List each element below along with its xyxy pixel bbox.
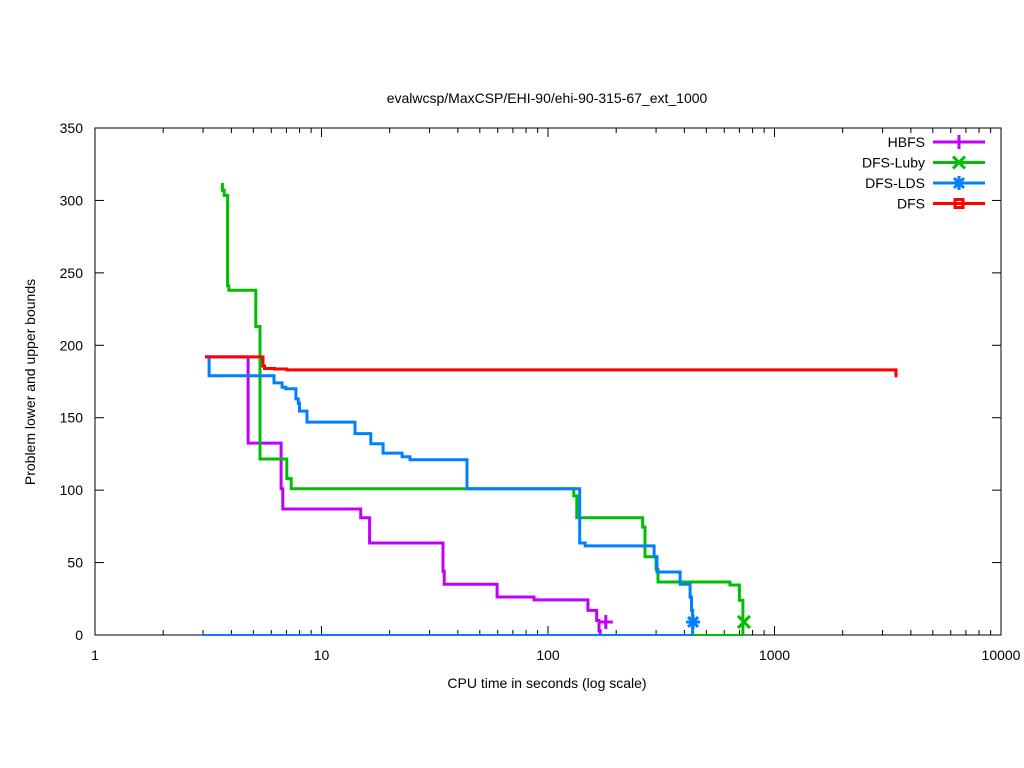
legend-marker: [953, 198, 965, 209]
legend-marker: [952, 176, 966, 190]
y-tick-label: 50: [67, 555, 83, 571]
series-hbfs: [203, 355, 613, 636]
y-tick-label: 350: [60, 120, 84, 136]
y-tick-label: 300: [60, 192, 84, 208]
y-tick-label: 150: [60, 410, 84, 426]
legend-label: DFS-Luby: [862, 155, 925, 171]
y-tick-label: 0: [75, 627, 83, 643]
legend-item-dfs-lds: DFS-LDS: [865, 175, 985, 191]
y-tick-label: 250: [60, 265, 84, 281]
end-marker: [598, 614, 613, 629]
y-axis-label: Problem lower and upper bounds: [22, 279, 38, 485]
x-tick-label: 100: [536, 647, 560, 663]
legend-marker: [952, 135, 966, 149]
legend-item-dfs: DFS: [897, 196, 985, 212]
x-tick-label: 1000: [759, 647, 790, 663]
upper-bound-line: [205, 355, 602, 635]
legend-label: DFS: [897, 196, 925, 212]
legend: HBFS DFS-Luby DFS-LDS DFS: [862, 134, 985, 212]
x-tick-label: 1: [91, 647, 99, 663]
upper-bound-line: [205, 355, 695, 635]
x-tick-label: 10000: [982, 647, 1021, 663]
series-dfs-lds: [203, 355, 701, 636]
x-axis-label: CPU time in seconds (log scale): [447, 675, 646, 691]
end-marker: [736, 614, 752, 630]
chart-title: evalwcsp/MaxCSP/EHI-90/ehi-90-315-67_ext…: [387, 90, 708, 106]
x-tick-label: 10: [314, 647, 330, 663]
legend-label: HBFS: [888, 134, 925, 150]
legend-label: DFS-LDS: [865, 175, 925, 191]
y-tick-label: 200: [60, 337, 84, 353]
legend-item-hbfs: HBFS: [888, 134, 985, 150]
plot-frame: [94, 127, 1002, 636]
end-marker: [686, 614, 701, 629]
legend-marker: [951, 155, 967, 170]
legend-item-dfs-luby: DFS-Luby: [862, 155, 985, 171]
y-tick-label: 100: [60, 482, 84, 498]
series-dfs: [205, 355, 898, 378]
upper-bound-line: [205, 355, 898, 378]
